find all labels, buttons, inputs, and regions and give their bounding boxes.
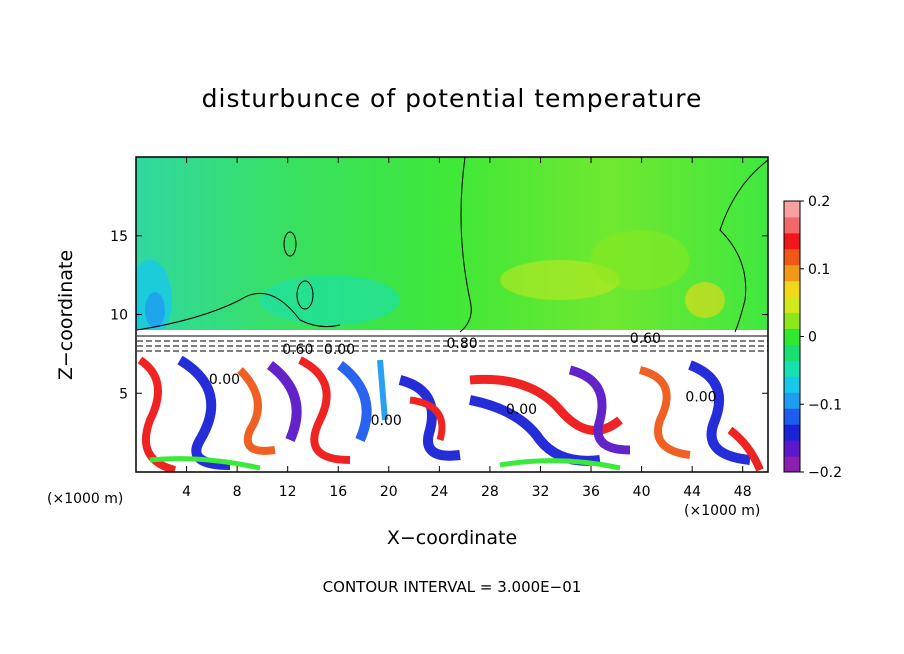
contour-label: 0.80 xyxy=(447,336,478,352)
colorbar-swatch xyxy=(784,392,800,409)
colorbar-swatch xyxy=(784,344,800,361)
x-axis-label: X−coordinate xyxy=(386,527,518,549)
x-tick-label: 12 xyxy=(279,484,297,500)
x-tick-label: 44 xyxy=(683,484,701,500)
colorbar xyxy=(784,201,800,473)
x-tick-label: 4 xyxy=(182,484,191,500)
colorbar-swatch xyxy=(784,296,800,314)
colorbar-tick-label: −0.1 xyxy=(808,397,842,413)
contour-label: 0.00 xyxy=(324,342,355,358)
colorbar-swatch xyxy=(784,408,800,425)
x-tick-label: 32 xyxy=(532,484,550,500)
y-tick-label: 15 xyxy=(110,229,128,245)
x-tick-label: 16 xyxy=(329,484,347,500)
x-axis: 4 8 12 16 20 24 28 32 36 40 44 48 xyxy=(182,157,752,500)
y-axis-label: Z−coordinate xyxy=(55,249,77,381)
y-tick-label: 5 xyxy=(119,386,128,402)
colorbar-tick-label: 0.2 xyxy=(808,194,830,210)
colorbar-swatch xyxy=(784,264,800,282)
colorbar-tick-label: 0 xyxy=(808,330,817,346)
colorbar-swatch xyxy=(784,216,800,234)
x-tick-label: 24 xyxy=(430,484,448,500)
colorbar-swatch xyxy=(784,248,800,266)
contour-label: 0.00 xyxy=(371,413,402,429)
colorbar-tick-label: 0.1 xyxy=(808,262,830,278)
y-tick-label: 10 xyxy=(110,308,128,324)
colorbar-swatch xyxy=(784,280,800,298)
contour-label: 0.00 xyxy=(506,402,537,418)
colorbar-swatch xyxy=(784,312,800,330)
temperature-field xyxy=(136,157,768,472)
colorbar-swatch xyxy=(784,424,800,441)
colorbar-swatch xyxy=(784,360,800,377)
contour-label: 0.60 xyxy=(282,342,313,358)
contour-label: 0.00 xyxy=(209,372,240,388)
x-tick-label: 8 xyxy=(233,484,242,500)
contour-labels: 0.60 0.80 0.60 0.00 0.00 0.00 0.00 0.00 xyxy=(209,331,717,429)
colorbar-ticks: 0.2 0.1 0 −0.1 −0.2 xyxy=(800,194,842,481)
colorbar-swatch xyxy=(784,440,800,457)
y-axis: 5 10 15 xyxy=(110,229,768,402)
colorbar-swatch xyxy=(784,328,800,345)
colorbar-swatch xyxy=(784,201,800,218)
x-tick-label: 36 xyxy=(582,484,600,500)
contour-label: 0.00 xyxy=(685,389,716,405)
colorbar-swatch xyxy=(784,456,800,473)
contour-interval-note: CONTOUR INTERVAL = 3.000E−01 xyxy=(322,578,582,596)
x-unit-right: (×1000 m) xyxy=(684,503,761,519)
x-tick-label: 48 xyxy=(734,484,752,500)
x-unit-left: (×1000 m) xyxy=(47,491,124,507)
x-tick-label: 20 xyxy=(380,484,398,500)
x-tick-label: 40 xyxy=(633,484,651,500)
colorbar-tick-label: −0.2 xyxy=(808,465,842,481)
colorbar-swatch xyxy=(784,232,800,250)
x-tick-label: 28 xyxy=(481,484,499,500)
chart-title: disturbunce of potential temperature xyxy=(201,84,703,113)
contour-label: 0.60 xyxy=(630,331,661,347)
colorbar-swatch xyxy=(784,376,800,393)
